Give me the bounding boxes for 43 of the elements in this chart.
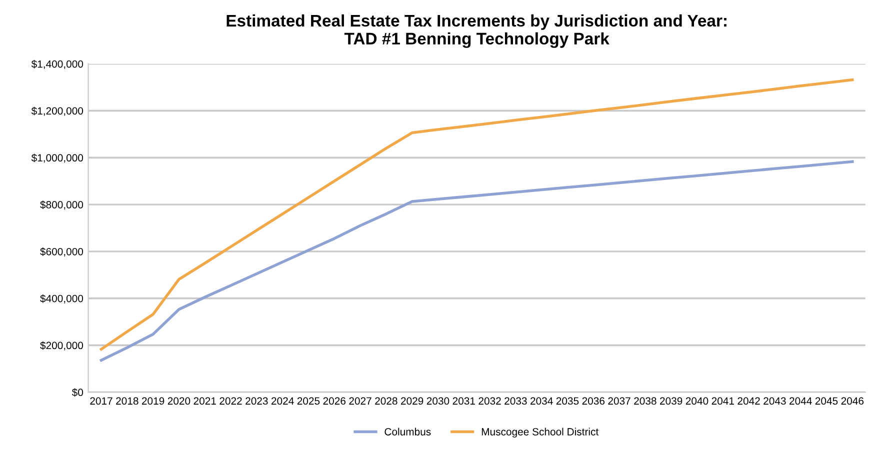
- y-tick-label: $600,000: [40, 248, 84, 257]
- y-tick-label: $400,000: [40, 294, 84, 304]
- line-series: [100, 160, 854, 362]
- x-tick-label: 2043: [764, 397, 786, 405]
- x-tick-label: 2040: [686, 397, 708, 405]
- x-tick-label: 2021: [194, 397, 216, 405]
- x-tick-label: 2035: [556, 397, 579, 405]
- y-tick-label: $1,400,000: [31, 60, 84, 69]
- legend-label: Muscogee School District: [482, 428, 599, 438]
- x-tick-label: 2044: [790, 397, 812, 405]
- y-tick-label: $200,000: [40, 341, 84, 350]
- y-tick-label: $0: [72, 388, 84, 397]
- x-tick-label: 2017: [90, 397, 112, 405]
- x-tick-label: 2029: [401, 397, 424, 405]
- x-tick-label: 2028: [375, 397, 398, 405]
- x-tick-label: 2033: [504, 397, 527, 405]
- x-tick-label: 2023: [246, 397, 268, 405]
- line-series: [100, 78, 854, 351]
- x-tick-label: 2018: [116, 397, 138, 405]
- x-tick-label: 2037: [608, 397, 630, 405]
- x-tick-label: 2045: [815, 397, 838, 405]
- x-tick-label: 2020: [168, 397, 190, 405]
- x-tick-label: 2032: [478, 397, 501, 405]
- x-tick-label: 2024: [272, 397, 294, 405]
- x-tick-label: 2046: [841, 397, 864, 405]
- x-tick-label: 2042: [738, 397, 760, 405]
- x-tick-label: 2038: [634, 397, 656, 405]
- x-tick-label: 2031: [452, 397, 475, 405]
- x-tick-label: 2026: [323, 397, 346, 405]
- y-tick-label: $1,200,000: [31, 106, 84, 116]
- x-tick-label: 2019: [142, 397, 164, 405]
- y-tick-label: $800,000: [40, 200, 84, 210]
- x-tick-label: 2025: [297, 397, 320, 405]
- x-tick-label: 2036: [582, 397, 605, 405]
- x-tick-label: 2027: [349, 397, 372, 405]
- x-tick-label: 2034: [530, 397, 553, 405]
- x-tick-label: 2041: [712, 397, 734, 405]
- y-tick-label: $1,000,000: [31, 154, 84, 163]
- legend-label: Columbus: [384, 428, 431, 436]
- x-tick-label: 2039: [660, 397, 682, 405]
- x-tick-label: 2030: [426, 397, 450, 405]
- x-tick-label: 2022: [220, 397, 242, 405]
- chart-title: Estimated Real Estate Tax Increments by Jurisdiction and Year: TAD #1 Benning Technology Park: [226, 14, 726, 48]
